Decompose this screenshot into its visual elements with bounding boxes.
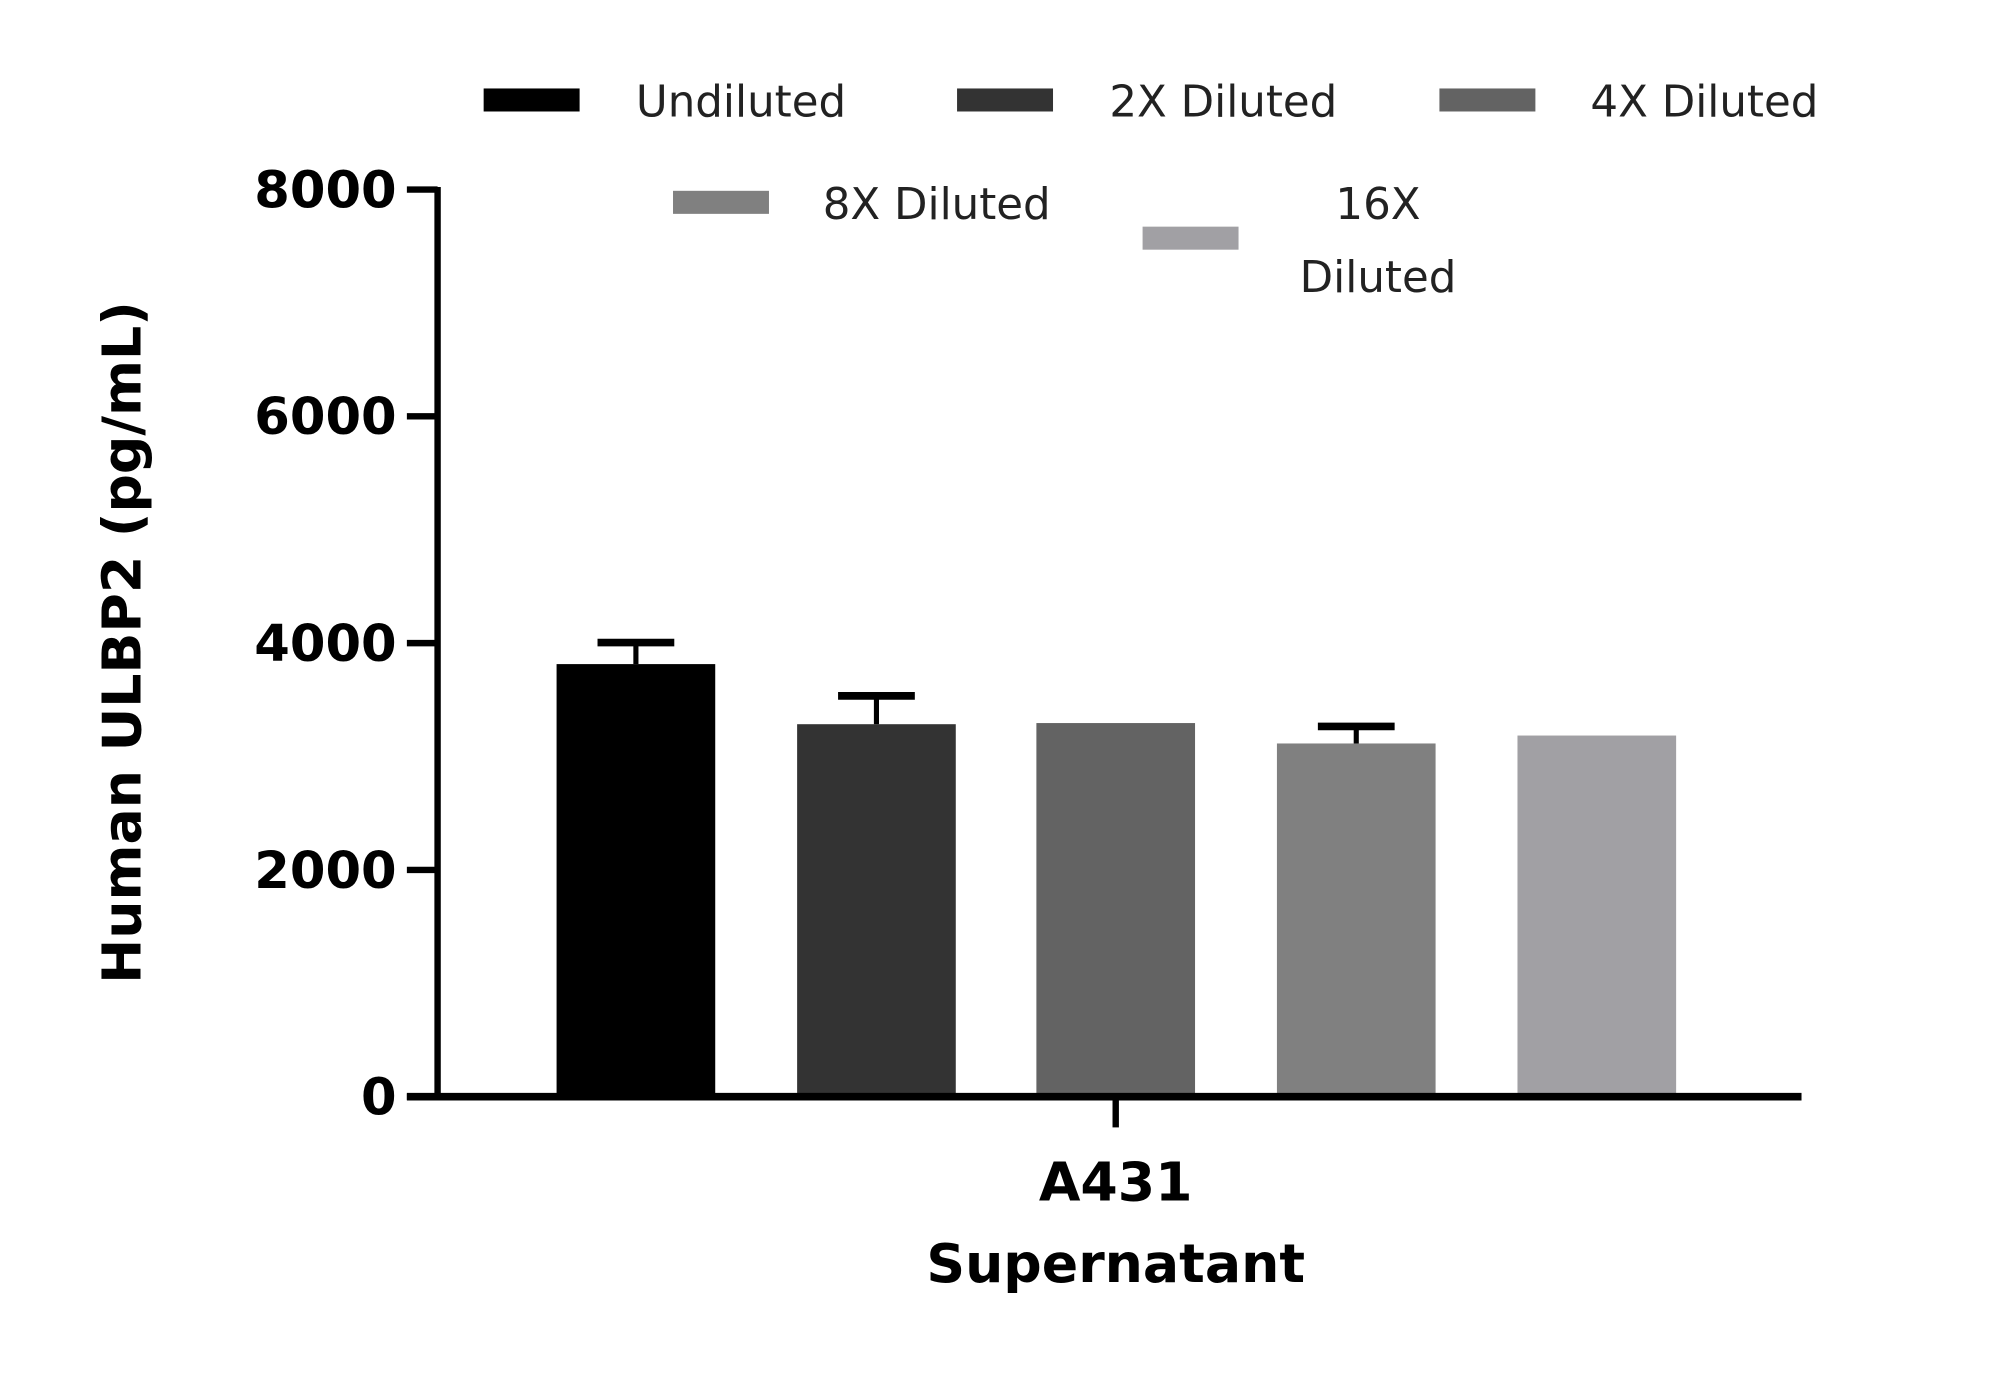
y-tick-label: 4000 — [254, 615, 396, 674]
legend-label-2: 2X Diluted — [1109, 78, 1337, 128]
bar-5 — [1517, 735, 1677, 1097]
y-axis-label: Human ULBP2 (pg/mL) — [91, 301, 154, 983]
x-label-line-2: Supernatant — [926, 1232, 1305, 1295]
bar-1 — [556, 664, 716, 1097]
legend-swatch-3 — [1439, 88, 1536, 112]
bar-3 — [1036, 723, 1196, 1097]
legend-swatch-4 — [673, 190, 769, 214]
x-label-line-1: A431 — [1039, 1150, 1193, 1213]
legend-label-5: 16X — [1335, 180, 1420, 230]
legend: Undiluted 2X Diluted 4X Diluted 8X Diluted 1… — [483, 78, 1818, 303]
legend-label-3: 4X Diluted — [1590, 78, 1818, 128]
bars-group — [556, 638, 1677, 1097]
legend-label-5: Diluted — [1300, 253, 1457, 303]
y-ticks: 0 2000 4000 6000 8000 — [254, 161, 438, 1128]
bar-4 — [1276, 743, 1436, 1097]
y-tick-label: 6000 — [254, 388, 396, 447]
y-tick-label: 8000 — [254, 161, 396, 220]
legend-swatch-2 — [957, 88, 1054, 112]
y-tick-label: 0 — [361, 1069, 397, 1128]
legend-swatch-1 — [483, 88, 580, 112]
legend-label-4: 8X Diluted — [823, 180, 1051, 230]
legend-label-1: Undiluted — [636, 78, 846, 128]
legend-swatch-5 — [1142, 226, 1239, 250]
bar-2 — [797, 724, 956, 1097]
y-tick-label: 2000 — [254, 842, 396, 901]
